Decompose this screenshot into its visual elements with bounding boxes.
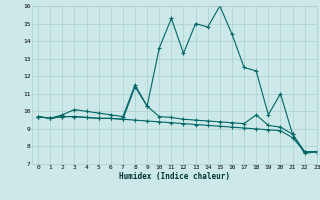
- X-axis label: Humidex (Indice chaleur): Humidex (Indice chaleur): [119, 172, 230, 181]
